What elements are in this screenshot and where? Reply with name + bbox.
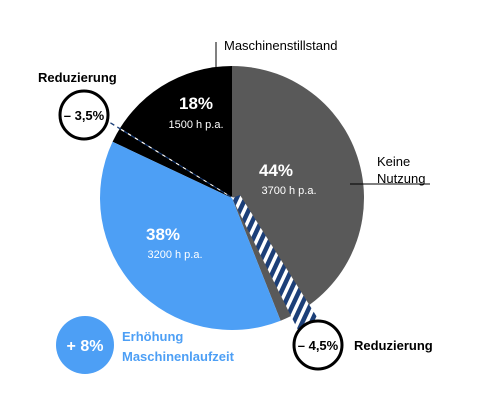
reduction-wedge-right (232, 195, 322, 334)
increase-badge (56, 316, 114, 374)
reduction-badge-right (292, 319, 344, 371)
slice-hours-maschinenlaufzeit: 3200 h p.a. (147, 249, 202, 261)
outer-label-keine: Keine (377, 154, 410, 169)
reduction-label-right: Reduzierung (354, 338, 433, 353)
reduction-label-left: Reduzierung (38, 70, 117, 85)
slice-percent-keine-nutzung: 44% (259, 161, 293, 180)
outer-label-nutzung: Nutzung (377, 171, 425, 186)
reduction-wedge-left (93, 113, 237, 200)
slice-hours-maschinenstillstand: 1500 h p.a. (168, 119, 223, 131)
slice-percent-maschinenlaufzeit: 38% (146, 225, 180, 244)
outer-label-maschinenstillstand: Maschinenstillstand (224, 38, 337, 53)
reduction-value-right: – 4,5% (298, 338, 339, 353)
slice-percent-maschinenstillstand: 18% (179, 94, 213, 113)
reduction-value-left: – 3,5% (64, 108, 105, 123)
pie-slice-maschinenstillstand (112, 66, 232, 198)
pie-slice-maschinenlaufzeit (100, 141, 281, 330)
increase-value: + 8% (67, 338, 104, 355)
increase-label-line2: Maschinenlaufzeit (122, 349, 235, 364)
reduction-badge-left (58, 89, 110, 141)
slice-hours-keine-nutzung: 3700 h p.a. (261, 185, 316, 197)
increase-label-line1: Erhöhung (122, 329, 183, 344)
